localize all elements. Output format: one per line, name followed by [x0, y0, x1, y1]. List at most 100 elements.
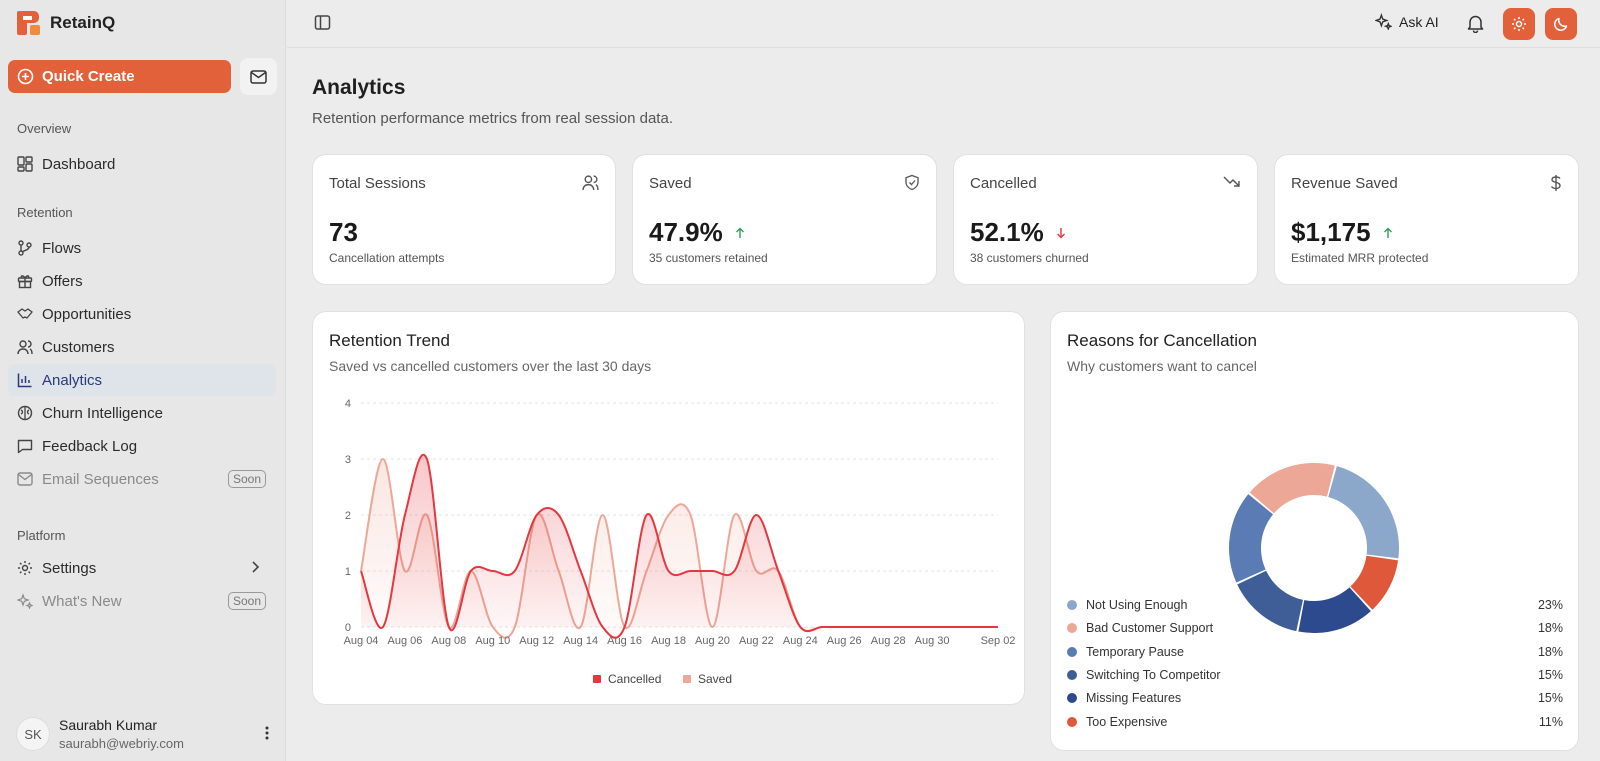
ask-ai-button[interactable]: Ask AI — [1375, 13, 1439, 30]
legend-label: Too Expensive — [1086, 714, 1168, 729]
user-profile[interactable]: SK Saurabh Kumar saurabh@webriy.com — [16, 716, 278, 756]
chevron-right-icon — [252, 561, 260, 573]
sidebar-item-label: Feedback Log — [42, 437, 138, 455]
inbox-button[interactable] — [240, 58, 277, 95]
legend-percent: 11% — [1538, 714, 1563, 729]
sidebar-item-label: Analytics — [42, 371, 103, 389]
legend-dot — [1067, 623, 1077, 634]
donut-slice — [1298, 587, 1371, 633]
message-square-icon — [17, 439, 33, 454]
gear-icon — [1512, 17, 1526, 31]
sidebar-item-feedback-log[interactable]: Feedback Log — [8, 430, 276, 462]
sidebar-item-offers[interactable]: Offers — [8, 265, 276, 297]
legend-item: Too Expensive 11% — [1067, 712, 1563, 732]
legend-label: Bad Customer Support — [1086, 621, 1214, 636]
stat-number: $1,175 — [1291, 217, 1371, 247]
y-tick-label: 0 — [345, 622, 351, 634]
legend-percent: 23% — [1537, 598, 1563, 612]
donut-slice — [1350, 555, 1399, 610]
x-tick-label: Sep 02 — [981, 635, 1016, 647]
gear-icon — [18, 561, 32, 575]
x-tick-label: Aug 22 — [739, 635, 774, 647]
legend-item: Switching To Competitor 15% — [1067, 665, 1563, 685]
section-overview: Overview — [17, 121, 72, 136]
sidebar-toggle-icon[interactable] — [314, 14, 331, 31]
legend-item-cancelled: Cancelled — [593, 672, 661, 686]
sidebar-item-settings[interactable]: Settings — [8, 552, 276, 584]
legend-swatch — [683, 675, 691, 683]
page-title: Analytics — [312, 76, 406, 99]
stat-description: 35 customers retained — [649, 251, 768, 265]
legend-dot — [1067, 693, 1077, 704]
arrow-up-icon — [1383, 227, 1392, 238]
legend-label: Cancelled — [608, 672, 661, 686]
stat-title: Saved — [649, 175, 692, 192]
more-vertical-icon[interactable] — [264, 725, 270, 741]
avatar: SK — [16, 717, 50, 751]
brand[interactable]: RetainQ — [16, 10, 115, 36]
legend-item: Temporary Pause 18% — [1067, 642, 1563, 662]
sidebar-item-label: Settings — [42, 559, 97, 577]
x-tick-label: Aug 28 — [871, 635, 906, 647]
moon-icon — [1554, 17, 1568, 31]
ask-ai-label: Ask AI — [1399, 13, 1439, 30]
donut-slice — [1237, 570, 1303, 632]
sidebar-item-label: Offers — [42, 272, 83, 290]
sidebar-item-label: Opportunities — [42, 305, 132, 323]
x-tick-label: Aug 16 — [607, 635, 642, 647]
card-title: Reasons for Cancellation — [1067, 331, 1257, 350]
legend-dot — [1067, 716, 1077, 727]
legend-item-saved: Saved — [683, 672, 732, 686]
sidebar-item-label: Dashboard — [42, 155, 116, 173]
sidebar-item-opportunities[interactable]: Opportunities — [8, 298, 276, 330]
legend-label: Switching To Competitor — [1086, 667, 1221, 682]
stat-card-total-sessions: Total Sessions 73 Cancellation attempts — [312, 154, 616, 285]
brain-icon — [17, 405, 33, 421]
theme-toggle-button[interactable] — [1545, 8, 1577, 40]
y-tick-label: 2 — [345, 510, 351, 522]
cancellation-reasons-chart — [1229, 463, 1399, 633]
bell-icon[interactable] — [1467, 14, 1484, 33]
stat-title: Total Sessions — [329, 175, 426, 192]
sidebar-item-email-sequences[interactable]: Email Sequences Soon — [8, 463, 276, 495]
sidebar-item-customers[interactable]: Customers — [8, 331, 276, 363]
stat-value: 52.1% — [970, 217, 1066, 248]
soon-badge: Soon — [227, 592, 266, 610]
sidebar-item-churn-intelligence[interactable]: Churn Intelligence — [8, 397, 276, 429]
legend-label: Saved — [698, 672, 732, 686]
dashboard-icon — [17, 156, 33, 172]
sidebar-item-label: Email Sequences — [42, 470, 159, 488]
sidebar-item-label: What's New — [42, 592, 122, 610]
user-email: saurabh@webriy.com — [59, 736, 184, 751]
users-icon — [582, 175, 599, 190]
section-retention: Retention — [17, 205, 73, 220]
sidebar-item-whats-new[interactable]: What's New Soon — [8, 585, 276, 617]
legend-dot — [1067, 600, 1077, 610]
legend-percent: 15% — [1537, 691, 1563, 706]
x-tick-label: Aug 24 — [783, 635, 818, 647]
quick-create-button[interactable]: Quick Create — [8, 60, 231, 93]
stat-description: 38 customers churned — [970, 251, 1089, 265]
handshake-icon — [17, 308, 33, 319]
series-area-cancelled — [361, 454, 998, 638]
sidebar-item-label: Churn Intelligence — [42, 404, 163, 422]
sidebar-item-dashboard[interactable]: Dashboard — [8, 148, 276, 180]
legend-dot — [1067, 669, 1077, 680]
legend-label: Temporary Pause — [1086, 644, 1184, 659]
stat-value: 47.9% — [649, 217, 745, 248]
sidebar-item-flows[interactable]: Flows — [8, 232, 276, 264]
quick-create-label: Quick Create — [42, 68, 135, 85]
x-tick-label: Aug 18 — [651, 635, 686, 647]
x-tick-label: Aug 06 — [387, 635, 422, 647]
stat-value: $1,175 — [1291, 217, 1393, 248]
legend-percent: 18% — [1537, 644, 1563, 659]
settings-button[interactable] — [1503, 8, 1535, 40]
arrow-down-icon — [1056, 227, 1065, 238]
stat-number: 52.1% — [970, 217, 1044, 247]
dollar-icon — [1550, 175, 1561, 191]
series-area-saved — [361, 459, 998, 638]
cancellation-reasons-card: Reasons for Cancellation Why customers w… — [1050, 311, 1579, 751]
sidebar-item-label: Customers — [42, 338, 115, 356]
sidebar-item-analytics[interactable]: Analytics — [8, 364, 276, 396]
retention-trend-chart: 0 1 2 3 4 Aug 04 Aug 06 Aug 08 Aug 10 Aug 12 Aug 1… — [344, 398, 1016, 686]
